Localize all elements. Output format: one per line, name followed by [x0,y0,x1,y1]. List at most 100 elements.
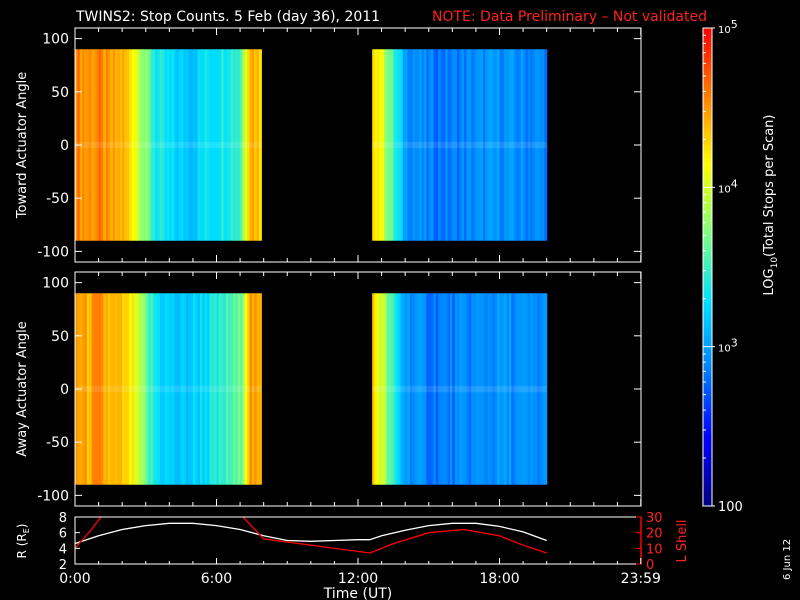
heatmap-column [518,49,522,241]
heatmap-column [379,49,383,241]
heatmap-column [511,49,515,241]
heatmap-column [129,293,133,485]
heatmap-column [405,49,409,241]
heatmap-column [126,49,130,241]
heatmap-column [530,293,534,485]
y-tick-label-right: 30 [646,511,663,526]
heatmap-column [181,49,185,241]
heatmap-column [207,293,211,485]
heatmap-column [454,49,458,241]
heatmap-column [468,293,472,485]
heatmap-column [426,49,430,241]
heatmap-column [520,293,524,485]
heatmap-column [544,293,548,485]
heatmap-block [75,293,262,485]
heatmap-column [530,49,534,241]
heatmap-column [199,49,203,241]
heatmap-column [122,49,126,241]
heatmap-column [247,293,251,485]
heatmap-column [504,49,508,241]
heatmap-column [98,49,102,241]
y-tick-label: 2 [59,558,67,573]
heatmap-column [445,49,449,241]
heatmap-column [183,293,187,485]
heatmap-column [178,293,182,485]
heatmap-column [405,293,409,485]
heatmap-column [249,49,253,241]
heatmap-column [393,49,397,241]
right-axis-label: L Shell [675,519,690,562]
heatmap-column [136,293,140,485]
y-tick-label: 100 [42,32,69,48]
heatmap-column [457,49,461,241]
heatmap-column [148,49,152,241]
heatmap-column [240,49,244,241]
heatmap-column [188,49,192,241]
heatmap-column [383,293,387,485]
heatmap-column [497,293,501,485]
heatmap-column [115,293,119,485]
heatmap-column [233,49,236,241]
radius-line [75,522,547,545]
heatmap-column [424,49,427,241]
heatmap-column [159,49,163,241]
heatmap-column [164,49,168,241]
y-tick-label: 0 [60,138,69,154]
heatmap-column [419,49,423,241]
heatmap-column [506,49,510,241]
heatmap-column [504,293,508,485]
heatmap-column [209,293,213,485]
x-axis-label: Time (UT) [323,586,392,600]
zero-angle-band [75,141,262,149]
heatmap-column [124,49,128,241]
heatmap-column [230,49,234,241]
heatmap-column [501,293,505,485]
heatmap-body [75,49,548,241]
heatmap-column [176,293,180,485]
heatmap-column [499,293,503,485]
heatmap-column [487,293,491,485]
heatmap-column [487,49,491,241]
heatmap-column [143,293,147,485]
heatmap-column [244,49,248,241]
heatmap-column [181,293,185,485]
heatmap-column [211,49,215,241]
heatmap-column [171,293,175,485]
heatmap-column [221,293,225,485]
heatmap-column [421,49,425,241]
heatmap-column [155,293,159,485]
heatmap-column [381,49,385,241]
heatmap-column [539,293,543,485]
heatmap-column [86,293,90,485]
heatmap-column [511,293,515,485]
heatmap-column [185,293,189,485]
heatmap-column [379,293,383,485]
left-axis-label: R (RE) [15,524,31,559]
heatmap-column [520,49,524,241]
heatmap-column [242,293,246,485]
heatmap-column [534,293,538,485]
heatmap-column [183,49,187,241]
heatmap-column [143,49,147,241]
heatmap-column [244,293,248,485]
heatmap-column [497,49,501,241]
heatmap-column [105,49,109,241]
heatmap-column [461,49,465,241]
heatmap-column [166,49,170,241]
heatmap-column [398,49,402,241]
heatmap-column [372,49,376,241]
heatmap-column [164,293,168,485]
heatmap-column [254,293,258,485]
x-tick-label: 12:00 [338,571,378,587]
heatmap-block [372,293,548,485]
heatmap-column [513,49,517,241]
heatmap-column [499,49,503,241]
y-tick-label: -100 [37,244,69,260]
colorbar-tick-label: 103 [718,337,738,355]
heatmap-column [115,49,119,241]
heatmap-column [256,49,260,241]
away-angle-panel: -100 -50 0 50 100 Away Actuator Angle [15,271,642,507]
heatmap-column [435,49,439,241]
heatmap-column [150,293,154,485]
